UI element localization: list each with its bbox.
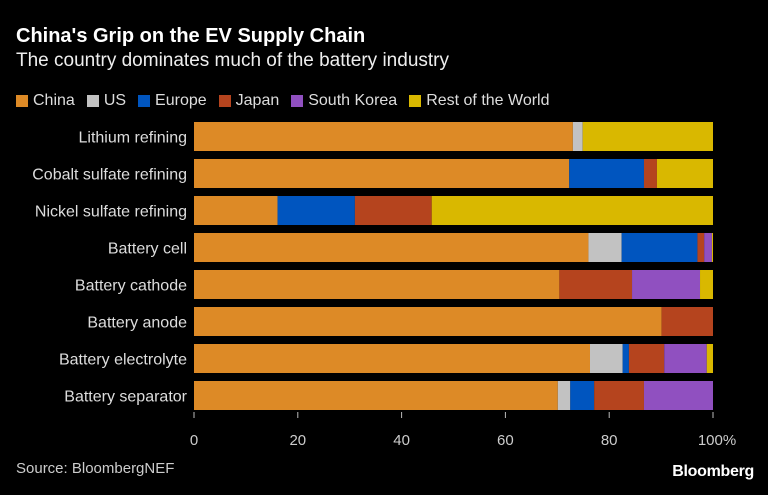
category-label: Battery cell (108, 241, 187, 258)
bar-segment (632, 270, 701, 299)
bar-segment (704, 233, 712, 262)
legend: China US Europe Japan South Korea Rest of the… (16, 92, 550, 110)
source-note: Source: BloombergNEF (16, 460, 175, 477)
chart-title: China's Grip on the EV Supply Chain (16, 25, 366, 47)
bar-segment (594, 381, 644, 410)
legend-label: Japan (235, 92, 280, 109)
legend-swatch (86, 95, 99, 107)
bar-segment (194, 159, 570, 188)
x-tick-label: 40 (393, 432, 410, 449)
category-label: Battery anode (87, 315, 187, 332)
bar-segment (194, 344, 590, 373)
legend-item: Rest of the World (409, 92, 550, 110)
legend-item: South Korea (291, 92, 397, 110)
legend-swatch (16, 95, 28, 107)
category-label: Lithium refining (79, 130, 188, 147)
bar-segment (628, 344, 665, 373)
bar-segment (588, 233, 622, 262)
legend-swatch (409, 95, 422, 107)
bar-segment (582, 122, 713, 151)
legend-item: China (16, 92, 75, 110)
category-label: Nickel sulfate refining (35, 204, 187, 221)
bar-segment (570, 381, 595, 410)
category-label: Cobalt sulfate refining (32, 167, 187, 184)
bar-segment (569, 159, 644, 188)
bar-segment (194, 381, 558, 410)
x-tick-label: 20 (289, 432, 306, 449)
bar-segment (643, 381, 713, 410)
legend-item: US (86, 92, 127, 110)
bar-segment (194, 122, 573, 151)
bar-segment (656, 159, 713, 188)
category-label: Battery separator (64, 389, 187, 406)
legend-label: China (33, 92, 75, 109)
bar-segment (194, 270, 560, 299)
bar-segment (643, 159, 657, 188)
bar-segment (277, 196, 355, 225)
bar-segment (589, 344, 623, 373)
bar-segment (557, 381, 571, 410)
bar-segment (664, 344, 707, 373)
x-tick-label: 100% (698, 432, 736, 449)
legend-item: Europe (138, 92, 207, 110)
category-label: Battery cathode (75, 278, 187, 295)
bar-segment (706, 344, 713, 373)
bar-segment (354, 196, 432, 225)
legend-item: Japan (218, 92, 280, 110)
legend-swatch (138, 95, 151, 107)
x-tick-label: 0 (190, 432, 198, 449)
legend-swatch (218, 95, 231, 107)
bar-segment (711, 233, 713, 262)
legend-label: Rest of the World (426, 92, 550, 109)
bar-segment (697, 233, 705, 262)
category-label: Battery electrolyte (59, 352, 187, 369)
legend-swatch (291, 95, 304, 107)
bar-segment (194, 196, 278, 225)
legend-label: Europe (155, 92, 207, 109)
bar-segment (559, 270, 633, 299)
bar-segment (194, 233, 589, 262)
x-tick-label: 80 (601, 432, 618, 449)
bar-segment (622, 344, 629, 373)
legend-label: US (103, 92, 127, 109)
bar-segment (572, 122, 583, 151)
bar-segment (621, 233, 698, 262)
bloomberg-logo: Bloomberg (672, 463, 754, 480)
bar-segment (194, 307, 662, 336)
bar-segment (700, 270, 713, 299)
bar-segment (661, 307, 713, 336)
legend-label: South Korea (308, 92, 398, 109)
x-tick-label: 60 (497, 432, 514, 449)
bar-segment (431, 196, 713, 225)
chart-subtitle: The country dominates much of the batter… (16, 50, 449, 71)
